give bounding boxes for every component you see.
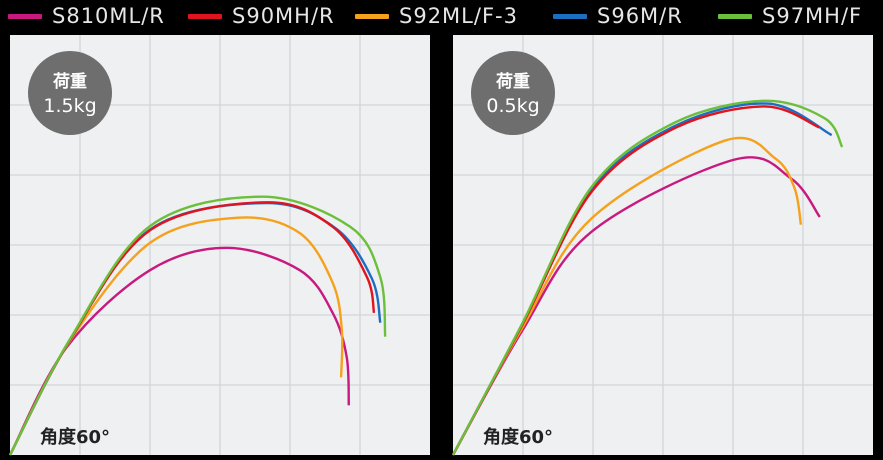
legend-item: S810ML/R [8, 4, 165, 28]
load-badge-title: 荷重 [496, 71, 530, 92]
legend-label: S97MH/F [762, 4, 863, 28]
legend-label: S92ML/F-3 [399, 4, 518, 28]
load-badge [471, 51, 555, 135]
chart-panel: 荷重 0.5kg 角度60° [451, 35, 873, 456]
legend-label: S90MH/R [232, 4, 335, 28]
legend-item: S90MH/R [188, 4, 335, 28]
angle-label: 角度60° [483, 426, 553, 448]
angle-label: 角度60° [40, 426, 110, 448]
legend-label: S810ML/R [52, 4, 165, 28]
series-line-s97mh-f [8, 195, 387, 456]
load-badge-title: 荷重 [53, 71, 87, 92]
load-badge-value: 1.5kg [43, 95, 96, 117]
legend-swatch [553, 13, 587, 19]
legend-swatch [188, 13, 222, 19]
load-badge-value: 0.5kg [486, 95, 539, 117]
series-line-s97mh-f [451, 99, 844, 456]
legend-swatch [718, 13, 752, 19]
legend-swatch [355, 13, 389, 19]
chart-panel: 荷重 1.5kg 角度60° [8, 35, 430, 456]
load-badge [28, 51, 112, 135]
legend-item: S96M/R [553, 4, 683, 28]
legend-item: S92ML/F-3 [355, 4, 518, 28]
legend-label: S96M/R [597, 4, 683, 28]
legend: S810ML/R S90MH/R S92ML/F-3 S96M/R S97MH/… [0, 0, 883, 32]
legend-swatch [8, 13, 42, 19]
legend-item: S97MH/F [718, 4, 862, 28]
